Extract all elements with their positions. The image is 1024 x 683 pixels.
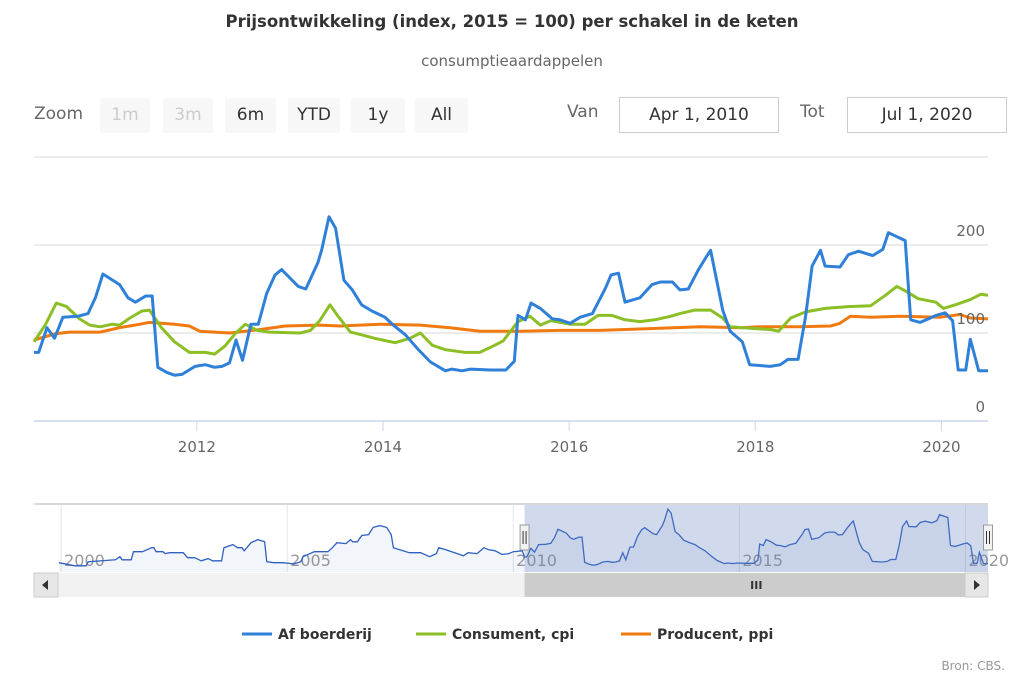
chart-subtitle: consumptieaardappelen [421,52,603,70]
range-button-1m[interactable]: 1m [100,98,150,133]
arrow-right-icon [974,580,980,590]
navigator-handle-left[interactable] [519,524,530,551]
range-button-all[interactable]: All [415,98,468,133]
handle-body[interactable] [519,524,530,551]
to-date-label: Tot [800,102,825,122]
from-date-input[interactable]: Apr 1, 2010 [619,97,779,133]
handle-body[interactable] [983,524,993,551]
chart-title: Prijsontwikkeling (index, 2015 = 100) pe… [225,12,799,31]
legend-label: Af boerderij [278,627,372,643]
scrollbar-left-button[interactable] [33,572,59,598]
navigator-tick-label: 2010 [516,551,557,570]
y-tick-label: 0 [975,398,985,416]
x-tick-label: 2012 [178,438,216,456]
y-tick-label: 200 [956,222,985,240]
y-tick-label: 100 [956,310,985,328]
to-date-input[interactable]: Jul 1, 2020 [847,97,1007,133]
navigator-tick-label: 2015 [742,551,783,570]
range-button-3m[interactable]: 3m [163,98,213,133]
navigator-selection-mask[interactable] [524,505,988,572]
x-tick-label: 2014 [364,438,402,456]
range-button-ytd[interactable]: YTD [288,98,340,133]
zoom-label: Zoom [34,104,84,124]
scrollbar-grip: III [750,579,762,592]
scrollbar-thumb[interactable] [524,573,988,597]
legend-item-producent-ppi[interactable]: Producent, ppi [621,627,773,643]
x-tick-label: 2020 [922,438,960,456]
scrollbar-right-button[interactable] [964,572,989,598]
legend-item-af-boerderij[interactable]: Af boerderij [242,627,372,643]
arrow-left-icon [42,580,48,590]
range-button-1y[interactable]: 1y [351,98,405,133]
series-line-producent-ppi[interactable] [33,313,989,342]
series-line-af-boerderij[interactable] [34,215,988,377]
navigator-tick-label: 2005 [290,551,331,570]
navigator-series-line [58,507,988,567]
x-tick-label: 2016 [550,438,588,456]
x-tick-label: 2018 [736,438,774,456]
legend-label: Consument, cpi [452,627,574,643]
from-date-label: Van [567,102,599,122]
series-line-consument-cpi[interactable] [32,284,989,356]
navigator-area [58,509,988,572]
legend-item-consument-cpi[interactable]: Consument, cpi [416,627,574,643]
credits[interactable]: Bron: CBS. [941,659,1005,673]
range-button-6m[interactable]: 6m [225,98,276,133]
navigator-handle-right[interactable] [983,524,993,551]
legend-label: Producent, ppi [657,627,773,643]
